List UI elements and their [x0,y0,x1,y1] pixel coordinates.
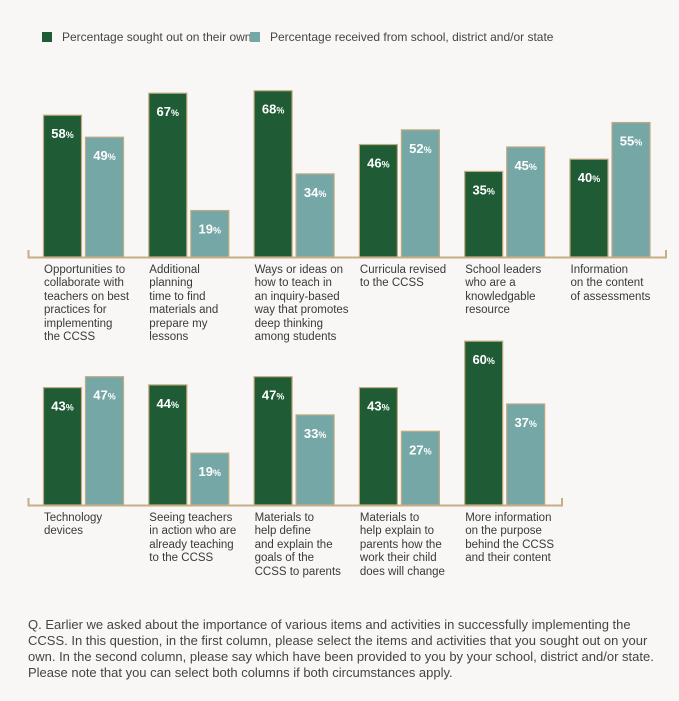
bar-received [190,209,230,258]
category-label: Curricula revised to the CCSS [359,264,447,290]
bar-received [84,136,125,258]
data-label: 45% [514,158,536,173]
bar-sought [358,143,398,258]
bar-sought [148,384,188,506]
data-label: 43% [51,399,73,414]
bar-sought [42,114,83,258]
category-label: Additional planning time to find materials … [149,264,219,344]
data-label: 47% [262,388,284,403]
category-label: Information on the content of assessments [570,264,651,303]
data-label: 58% [51,126,73,141]
category-label: More information on the purpose behind the… [465,512,555,565]
data-label: 37% [514,415,536,430]
bar-received [84,376,125,506]
category-label: Materials to help define and explain the go… [254,512,341,578]
bar-sought [42,387,83,506]
data-label: 46% [367,156,389,171]
bar-received [295,414,335,506]
x-axis-line [27,498,563,507]
data-label: 27% [409,442,431,457]
legend-swatch-light [250,32,260,42]
data-label: 52% [409,141,431,156]
bar-sought [464,340,504,506]
data-label: 43% [367,399,389,414]
data-label: 40% [578,170,600,185]
bar-received [611,121,651,258]
category-label: School leaders who are a knowledgable resou… [465,264,542,317]
survey-question: Q. Earlier we asked about the importance… [28,617,654,680]
bar-received [295,173,335,258]
bar-sought [464,170,504,258]
legend-label: Percentage sought out on their own [62,30,252,44]
bar-received [400,129,440,258]
data-label: 60% [472,352,494,367]
bar-received [400,430,440,506]
legend-label: Percentage received from school, distric… [270,30,554,44]
category-label: Ways or ideas on how to teach in an inquir… [254,264,349,344]
data-label: 67% [157,104,179,119]
data-label: 44% [157,396,179,411]
data-label: 19% [199,464,221,479]
bar-received [506,146,546,258]
data-label: 47% [93,388,115,403]
category-label: Materials to help explain to parents how t… [359,512,445,578]
category-label: Technology devices [44,512,103,538]
category-label: Seeing teachers in action who are already … [149,512,237,565]
data-label: 68% [262,102,284,117]
data-label: 35% [472,182,494,197]
legend-item-received: Percentage received from school, distric… [250,30,553,44]
data-label: 19% [199,222,221,237]
bar-sought [148,92,188,258]
bar-received [190,452,230,506]
data-label: 33% [304,426,326,441]
data-label: 34% [304,185,326,200]
data-label: 55% [620,134,642,149]
category-label: Opportunities to collaborate with teachers… [44,264,130,344]
bar-chart: 58% 49% 67% 19% 68% 34% 46% 52% 35% 45% 40% 55% 43% 4… [27,90,667,507]
x-axis-line [27,250,667,259]
legend-item-sought: Percentage sought out on their own [42,30,251,44]
bar-sought [569,158,609,258]
bar-sought [253,376,293,506]
data-label: 49% [93,148,115,163]
legend-swatch-dark [42,32,52,42]
